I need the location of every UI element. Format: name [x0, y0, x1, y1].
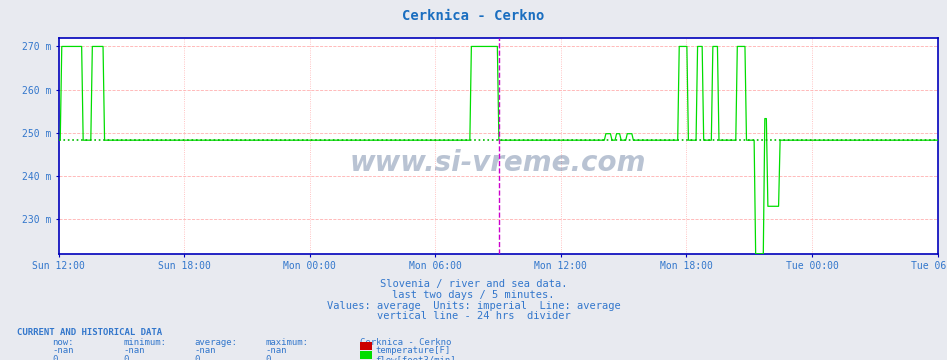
Text: vertical line - 24 hrs  divider: vertical line - 24 hrs divider — [377, 311, 570, 321]
Text: 0: 0 — [52, 355, 58, 360]
Text: Cerknica - Cerkno: Cerknica - Cerkno — [402, 9, 545, 23]
Text: Cerknica - Cerkno: Cerknica - Cerkno — [360, 338, 451, 347]
Text: temperature[F]: temperature[F] — [375, 346, 450, 355]
Text: 0: 0 — [265, 355, 271, 360]
Text: Slovenia / river and sea data.: Slovenia / river and sea data. — [380, 279, 567, 289]
Text: -nan: -nan — [123, 346, 145, 355]
Text: minimum:: minimum: — [123, 338, 166, 347]
Text: Values: average  Units: imperial  Line: average: Values: average Units: imperial Line: av… — [327, 301, 620, 311]
Text: 0: 0 — [194, 355, 200, 360]
Text: -nan: -nan — [52, 346, 74, 355]
Text: CURRENT AND HISTORICAL DATA: CURRENT AND HISTORICAL DATA — [17, 328, 162, 337]
Text: -nan: -nan — [194, 346, 216, 355]
Text: flow[foot3/min]: flow[foot3/min] — [375, 355, 456, 360]
Text: -nan: -nan — [265, 346, 287, 355]
Text: average:: average: — [194, 338, 237, 347]
Text: maximum:: maximum: — [265, 338, 308, 347]
Text: www.si-vreme.com: www.si-vreme.com — [349, 149, 647, 177]
Text: now:: now: — [52, 338, 74, 347]
Text: last two days / 5 minutes.: last two days / 5 minutes. — [392, 290, 555, 300]
Text: 0: 0 — [123, 355, 129, 360]
